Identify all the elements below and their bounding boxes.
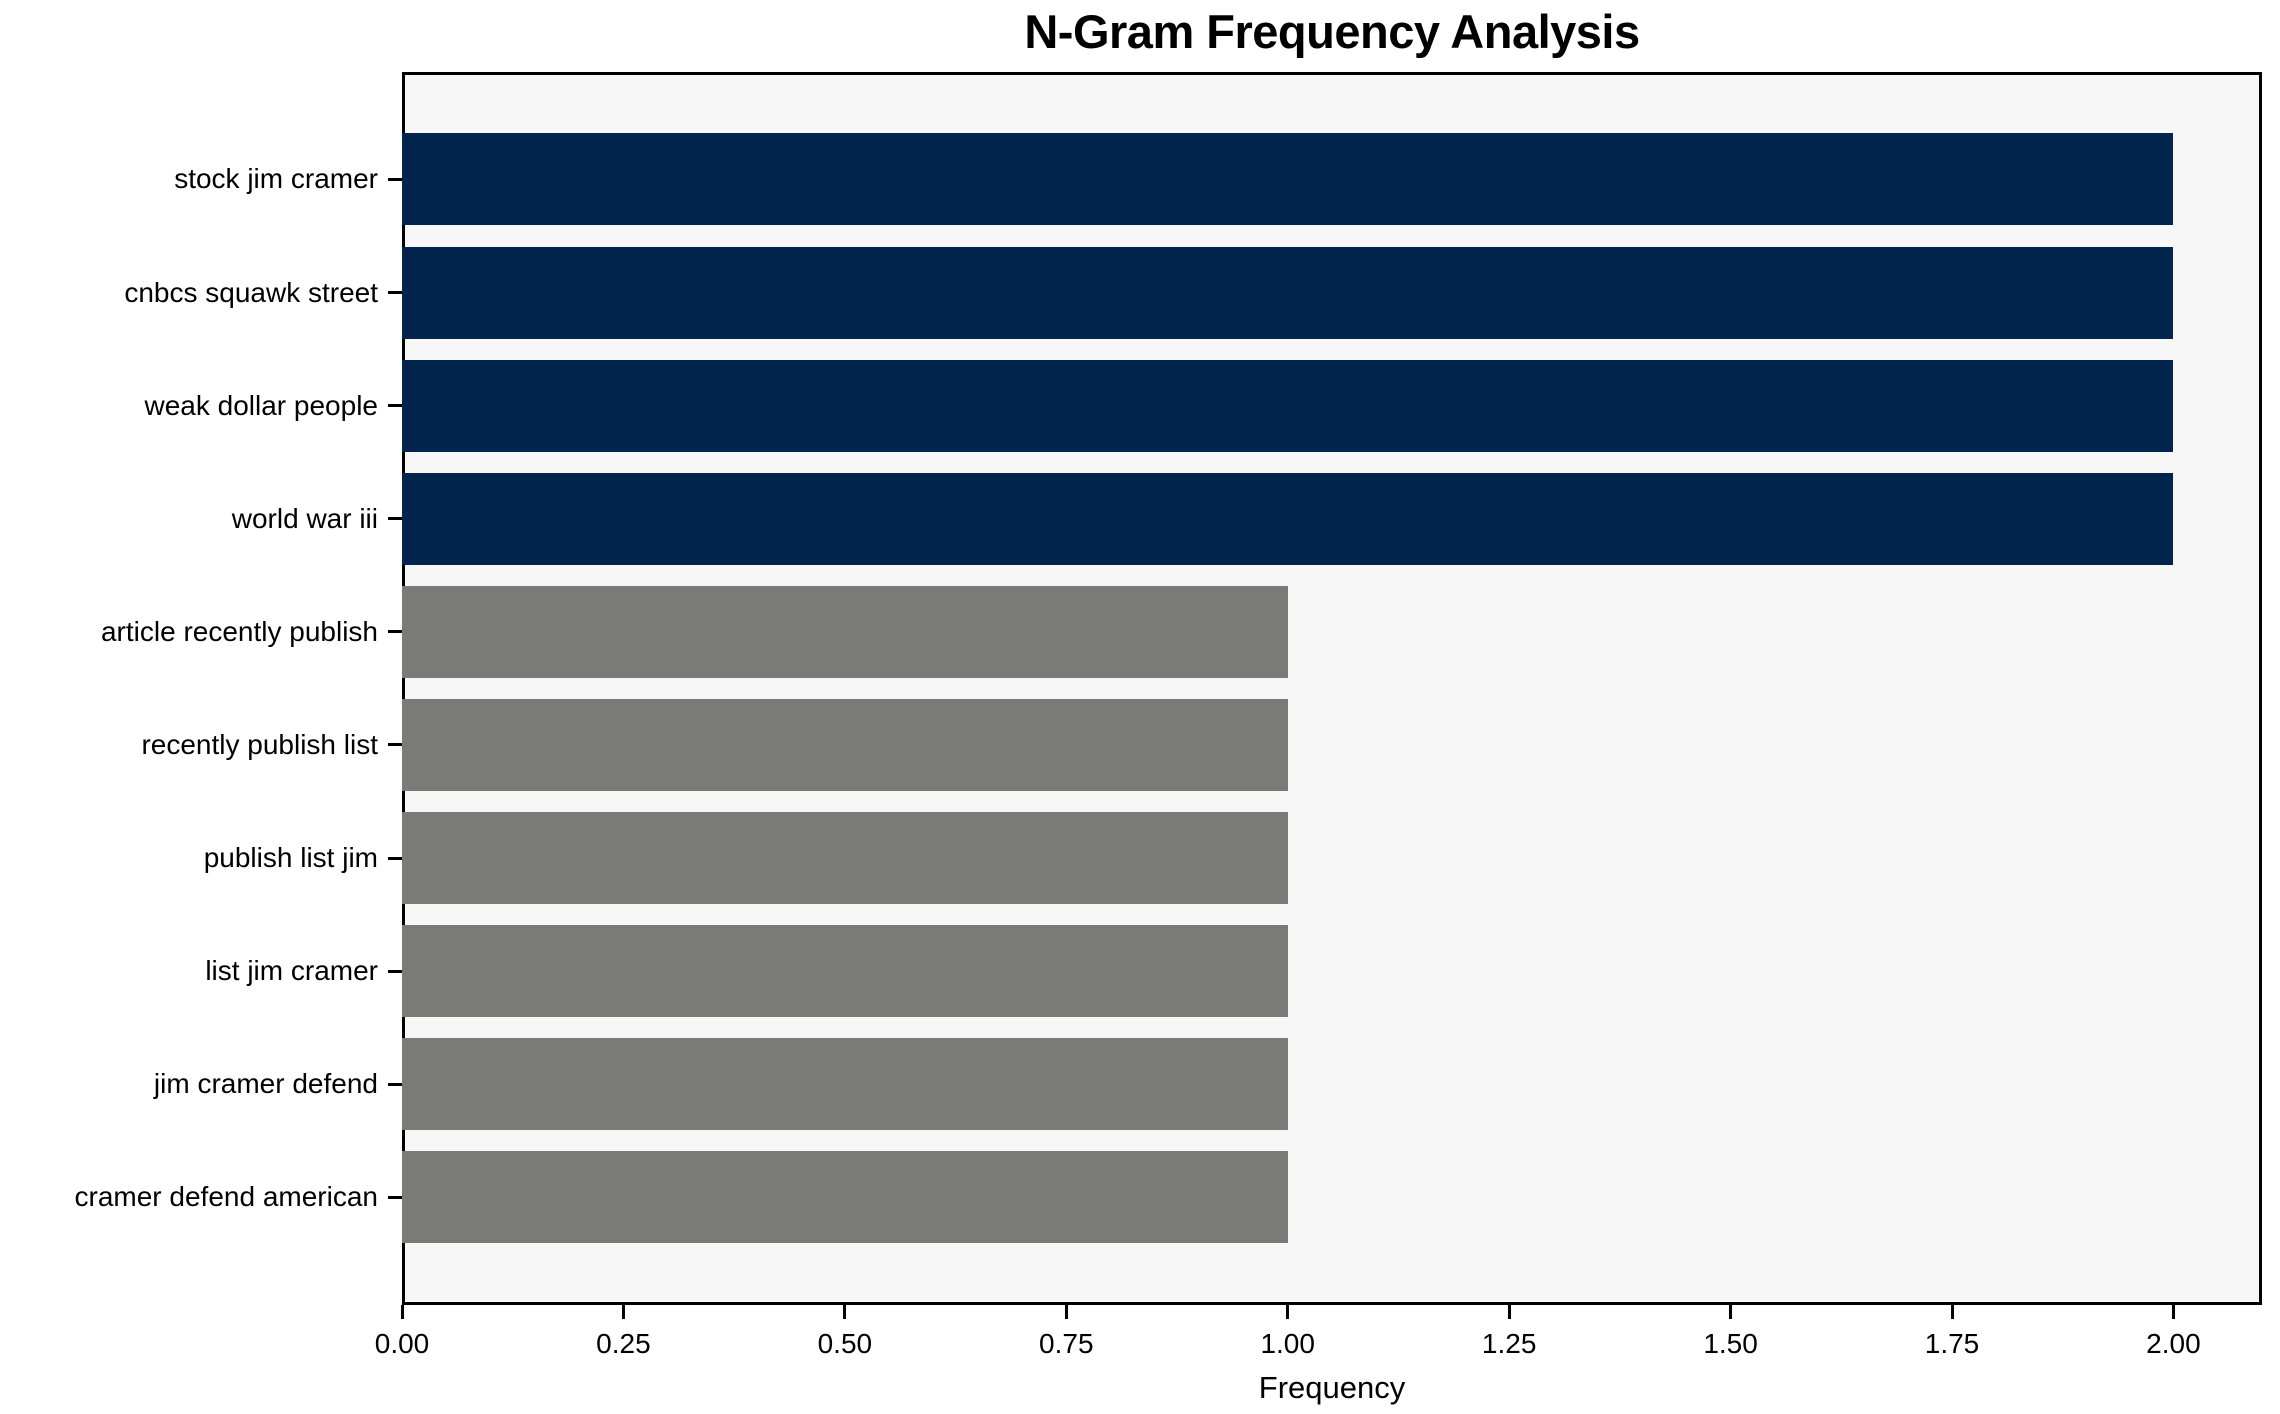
x-tick-mark <box>1286 1305 1290 1319</box>
bar-recently-publish-list <box>402 698 1288 791</box>
y-tick-label: cnbcs squawk street <box>124 276 378 308</box>
x-tick-label: 1.75 <box>1924 1328 1980 1359</box>
y-tick-mark <box>388 404 402 408</box>
y-tick-mark <box>388 1082 402 1086</box>
y-tick-label: recently publish list <box>141 728 378 760</box>
y-tick-mark <box>388 517 402 521</box>
x-tick-label: 1.00 <box>1260 1328 1315 1359</box>
y-tick-label: stock jim cramer <box>174 163 378 195</box>
y-tick-label: weak dollar people <box>144 389 379 421</box>
x-tick-mark <box>400 1305 404 1319</box>
x-axis-label: Frequency <box>1258 1370 1406 1405</box>
y-tick-mark <box>388 630 402 634</box>
plot-area <box>402 72 2262 1305</box>
y-tick-mark <box>388 291 402 294</box>
x-tick-label: 0.50 <box>817 1328 873 1359</box>
bar-article-recently-publish <box>402 585 1288 678</box>
bar-world-war-iii <box>402 472 2174 565</box>
x-tick-mark <box>1950 1305 1954 1319</box>
y-tick-label: world war iii <box>231 502 378 534</box>
x-tick-label: 1.25 <box>1481 1328 1537 1359</box>
x-tick-label: 2.00 <box>2146 1328 2201 1359</box>
y-tick-mark <box>388 177 402 181</box>
bar-cramer-defend-american <box>402 1151 1288 1244</box>
y-tick-mark <box>388 743 402 747</box>
bar-stock-jim-cramer <box>402 133 2174 226</box>
y-tick-mark <box>388 856 402 860</box>
x-tick-mark <box>1064 1305 1068 1319</box>
y-tick-label: publish list jim <box>203 842 378 873</box>
bar-list-jim-cramer <box>402 925 1288 1018</box>
x-tick-label: 0.00 <box>374 1328 430 1359</box>
x-tick-mark <box>1507 1305 1511 1319</box>
bar-jim-cramer-defend <box>402 1038 1288 1131</box>
y-tick-label: article recently publish <box>100 615 378 647</box>
x-tick-mark <box>1729 1305 1733 1319</box>
y-tick-mark <box>388 969 402 973</box>
x-tick-mark <box>2171 1305 2175 1319</box>
y-tick-label: jim cramer defend <box>153 1068 378 1100</box>
x-tick-label: 0.25 <box>596 1328 651 1359</box>
chart-title: N-Gram Frequency Analysis <box>1024 5 1640 58</box>
bar-cnbcs-squawk-street <box>402 246 2174 339</box>
x-tick-mark <box>621 1305 625 1319</box>
x-tick-label: 1.50 <box>1703 1328 1758 1359</box>
bar-weak-dollar-people <box>402 359 2174 452</box>
x-tick-label: 0.75 <box>1039 1328 1094 1359</box>
y-tick-label: list jim cramer <box>205 955 378 987</box>
y-tick-mark <box>388 1195 402 1199</box>
bar-publish-list-jim <box>402 812 1288 904</box>
x-tick-mark <box>843 1305 847 1319</box>
y-tick-label: cramer defend american <box>74 1181 378 1213</box>
